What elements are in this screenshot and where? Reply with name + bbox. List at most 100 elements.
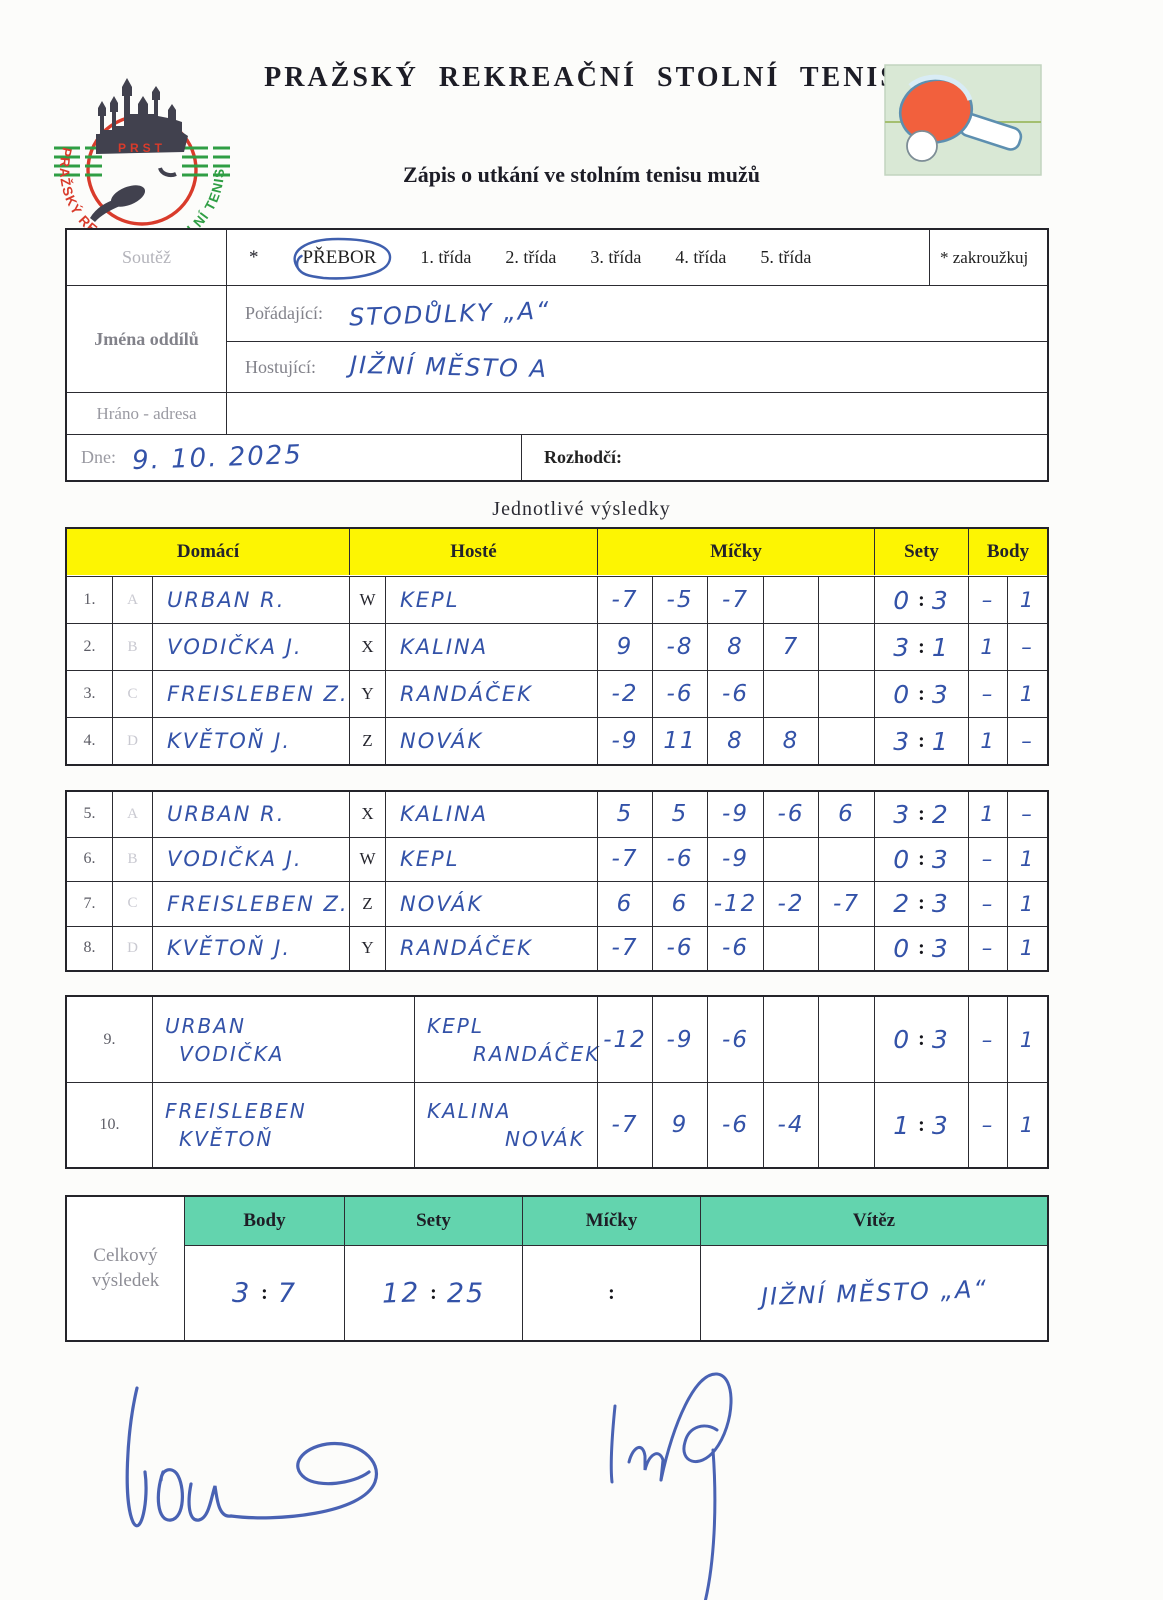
guest-player: KALINA <box>385 623 597 670</box>
set-score <box>818 836 874 881</box>
home-player: KVĚTOŇ J. <box>152 717 349 764</box>
col-header-hoste: Hosté <box>349 529 597 575</box>
points-guest: – <box>1007 623 1047 670</box>
home-team-value: STODŮLKY „A“ <box>348 295 551 332</box>
set-score <box>818 717 874 764</box>
pair-code: Y <box>349 925 385 970</box>
home-player: VODIČKA J. <box>152 623 349 670</box>
class-5: 5. třída <box>760 247 812 267</box>
points-home: – <box>968 997 1007 1082</box>
home-player: FREISLEBEN Z. <box>152 670 349 717</box>
printed-colon: : <box>430 1281 437 1304</box>
set-score: -7 <box>597 925 652 970</box>
points-guest: 1 <box>1007 925 1047 970</box>
points-guest: 1 <box>1007 881 1047 926</box>
set-score: -6 <box>652 925 707 970</box>
pair-code: W <box>349 576 385 623</box>
set-score: -2 <box>597 670 652 717</box>
ball-icon <box>906 130 938 162</box>
printed-colon: : <box>918 682 925 705</box>
set-score: 6 <box>818 792 874 837</box>
printed-colon: : <box>918 847 925 870</box>
sets-result: 0:3 <box>874 836 968 881</box>
home-player: FREISLEBEN Z. <box>152 881 349 926</box>
prst-club-logo: PRST PRAŽSKÝ REKREAČNÍ STOLNÍ TENIS <box>54 78 230 238</box>
circle-instruction: * zakroužkuj <box>940 247 1029 267</box>
set-score: 8 <box>707 717 763 764</box>
guest-player: NOVÁK <box>385 881 597 926</box>
row-number: 3. <box>67 670 112 717</box>
competition-choice-prebor: PŘEBOR <box>292 237 391 280</box>
match-info-table: Soutěž * PŘEBOR 1. třída 2. třída 3. tří… <box>65 228 1049 482</box>
summary-col-micky: Míčky <box>522 1197 700 1245</box>
home-player: URBAN R. <box>152 792 349 837</box>
printed-colon: : <box>918 1028 925 1050</box>
sets-result: 2:3 <box>874 881 968 926</box>
set-score: -9 <box>707 836 763 881</box>
set-score <box>818 576 874 623</box>
logo-smile-arc <box>158 167 177 178</box>
printed-colon: : <box>918 802 925 825</box>
home-team-label: Pořádající: <box>245 303 323 323</box>
points-guest: – <box>1007 792 1047 837</box>
seed-letter: C <box>112 881 152 926</box>
set-score <box>763 576 818 623</box>
home-player: URBAN R. <box>152 576 349 623</box>
set-score: 8 <box>707 623 763 670</box>
summary-col-sety: Sety <box>344 1197 522 1245</box>
summary-col-body: Body <box>184 1197 344 1245</box>
printed-colon: : <box>918 588 925 611</box>
table-tennis-paddle-image <box>884 64 1042 176</box>
class-1: 1. třída <box>420 247 472 267</box>
row-number: 5. <box>83 805 96 823</box>
set-score: -2 <box>763 881 818 926</box>
row-number: 8. <box>67 925 112 971</box>
set-score: -6 <box>707 1082 763 1167</box>
pair-code: Z <box>349 881 385 926</box>
results-table-doubles: 9. URBAN VODIČKA KEPL RANDÁČEK -12 -9 -6… <box>65 995 1049 1169</box>
set-score: 11 <box>652 717 707 764</box>
printed-colon: : <box>261 1281 268 1304</box>
guest-player: RANDÁČEK <box>385 670 597 717</box>
row-number: 1. <box>67 576 112 623</box>
guest-player: NOVÁK <box>385 717 597 764</box>
sets-result: 3:1 <box>874 717 968 764</box>
guest-captain-signature <box>609 1372 733 1600</box>
set-score: 6 <box>597 881 652 926</box>
pair-code: X <box>349 623 385 670</box>
points-guest: – <box>1007 717 1047 764</box>
results-table-singles-2: 5. A URBAN R. X KALINA 5 5 -9 -6 6 3:2 1… <box>65 790 1049 972</box>
set-score: -7 <box>597 1082 652 1167</box>
seed-letter: B <box>112 836 152 881</box>
set-score: 8 <box>763 717 818 764</box>
set-score: -9 <box>597 717 652 764</box>
points-guest: 1 <box>1007 836 1047 881</box>
home-pair: URBAN VODIČKA <box>152 997 414 1082</box>
class-3: 3. třída <box>590 247 642 267</box>
set-score: -8 <box>652 623 707 670</box>
guest-pair: KEPL RANDÁČEK <box>414 997 598 1082</box>
row-number: 4. <box>67 717 112 764</box>
competition-label: Soutěž <box>122 247 171 267</box>
guest-player: KALINA <box>385 792 597 837</box>
col-header-domaci: Domácí <box>67 529 349 575</box>
col-header-body: Body <box>968 529 1047 575</box>
castle-silhouette-icon <box>96 78 188 154</box>
row-number: 7. <box>67 881 112 926</box>
hand-drawn-circle <box>292 237 391 280</box>
sets-result: 0:3 <box>874 670 968 717</box>
sets-result: 3:1 <box>874 623 968 670</box>
guest-team-value: JIŽNÍ MĚSTO A <box>349 350 549 384</box>
total-result-table: Celkový výsledek Body Sety Míčky Vítěz 3… <box>65 1195 1049 1342</box>
set-score <box>818 670 874 717</box>
row-number: 9. <box>103 1030 116 1048</box>
printed-colon: : <box>918 635 925 658</box>
set-score: -4 <box>763 1082 818 1167</box>
set-score: 5 <box>652 792 707 837</box>
pair-code: W <box>349 836 385 881</box>
row-number: 6. <box>67 836 112 882</box>
sets-result: 3:2 <box>874 792 968 837</box>
set-score: -7 <box>707 576 763 623</box>
date-label: Dne: <box>81 447 116 467</box>
